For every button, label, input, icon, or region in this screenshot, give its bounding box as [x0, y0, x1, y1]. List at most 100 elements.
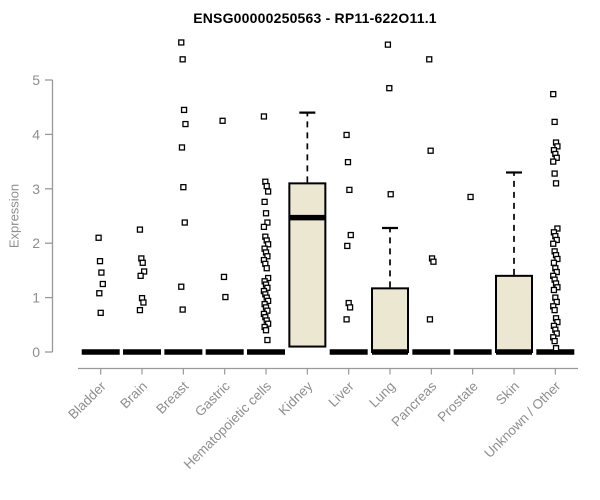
median-breast	[164, 349, 203, 355]
outlier-point	[430, 258, 437, 265]
y-tick-label: 5	[32, 72, 40, 88]
outlier-point	[551, 306, 558, 314]
x-tick-label-unknown-other: Unknown / Other	[481, 378, 564, 461]
outlier-point	[219, 117, 226, 124]
outlier-point	[554, 318, 561, 326]
x-tick-label-bladder: Bladder	[65, 378, 109, 422]
outlier-point	[182, 120, 189, 128]
outlier-point	[553, 330, 560, 337]
y-tick-label: 2	[32, 235, 40, 251]
outlier-point	[553, 298, 560, 306]
median-unknown-other	[536, 349, 575, 355]
outlier-point	[550, 90, 557, 98]
median-lung	[372, 349, 409, 355]
outlier-point	[551, 337, 558, 345]
outlier-point	[264, 188, 272, 195]
x-tick-label-skin: Skin	[493, 379, 522, 408]
outlier-point	[264, 274, 272, 282]
outlier-point	[427, 147, 434, 154]
outlier-point	[344, 242, 351, 250]
outlier-point	[264, 307, 271, 314]
outlier-point	[264, 336, 271, 344]
outlier-point	[262, 210, 270, 217]
outlier-point	[140, 268, 148, 275]
outlier-point	[550, 259, 558, 266]
outlier-point	[264, 284, 271, 291]
outlier-point	[260, 223, 268, 231]
outlier-point	[179, 56, 186, 63]
median-liver	[329, 349, 368, 355]
outlier-point	[553, 268, 560, 276]
x-tick-label-breast: Breast	[153, 378, 191, 416]
outlier-point	[179, 306, 186, 313]
outlier-point	[386, 85, 393, 92]
y-tick-label: 0	[32, 344, 40, 360]
median-brain	[123, 349, 162, 355]
outlier-point	[139, 259, 146, 266]
outlier-point	[553, 236, 560, 244]
outlier-point	[222, 293, 229, 301]
outlier-point	[99, 280, 106, 288]
outlier-point	[550, 240, 557, 247]
outlier-point	[264, 241, 272, 248]
outlier-point	[98, 269, 105, 276]
x-tick-label-kidney: Kidney	[276, 378, 316, 418]
box-skin	[495, 274, 533, 353]
outlier-point	[384, 41, 392, 48]
outlier-point	[426, 316, 434, 323]
outlier-point	[140, 299, 147, 306]
y-tick-label: 1	[32, 290, 40, 306]
outlier-point	[261, 198, 268, 206]
x-tick-label-pancreas: Pancreas	[389, 378, 440, 429]
median-bladder	[81, 349, 120, 355]
outlier-point	[344, 158, 352, 166]
box-lung	[371, 287, 410, 353]
outlier-point	[550, 158, 557, 165]
outlier-point	[552, 345, 560, 352]
median-kidney	[289, 214, 326, 221]
x-tick-label-gastric: Gastric	[192, 378, 233, 419]
outlier-point	[550, 286, 558, 294]
outlier-point	[347, 231, 354, 239]
outlier-point	[180, 184, 187, 191]
y-tick-label: 3	[32, 181, 40, 197]
outlier-point	[387, 191, 394, 198]
median-skin	[496, 349, 532, 355]
outlier-point	[346, 186, 353, 194]
x-tick-label-prostate: Prostate	[435, 379, 481, 425]
outlier-point	[262, 327, 270, 334]
median-hematopoietic-cells	[247, 349, 286, 355]
outlier-point	[346, 304, 354, 311]
outlier-point	[178, 144, 186, 151]
outlier-point	[136, 226, 144, 233]
outlier-point	[264, 320, 272, 327]
outlier-point	[554, 143, 561, 150]
outlier-point	[136, 306, 144, 314]
outlier-point	[181, 219, 188, 226]
outlier-point	[551, 118, 558, 126]
outlier-point	[260, 113, 268, 120]
outlier-point	[263, 182, 270, 190]
outlier-point	[467, 193, 474, 201]
outlier-point	[137, 272, 144, 279]
outlier-point	[95, 234, 102, 241]
median-pancreas	[412, 349, 451, 355]
outlier-point	[426, 56, 433, 63]
outlier-point	[553, 154, 560, 161]
box-kidney	[288, 182, 327, 348]
outlier-point	[220, 273, 228, 281]
outlier-point	[97, 309, 104, 316]
outlier-point	[178, 283, 185, 290]
x-tick-label-brain: Brain	[117, 379, 150, 412]
outlier-point	[554, 255, 561, 263]
chart-title: ENSG00000250563 - RP11-622O11.1	[193, 10, 437, 26]
median-prostate	[453, 349, 492, 355]
outlier-point	[552, 180, 560, 187]
outlier-point	[343, 316, 350, 323]
outlier-point	[263, 265, 270, 272]
outlier-point	[96, 258, 104, 265]
outlier-point	[554, 225, 561, 232]
outlier-point	[551, 170, 558, 177]
